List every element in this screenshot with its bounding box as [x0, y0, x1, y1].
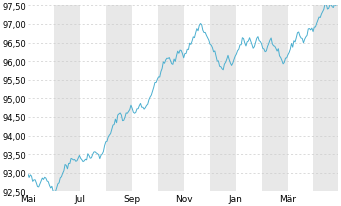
Bar: [236, 6, 262, 192]
Bar: [287, 6, 313, 192]
Bar: [210, 6, 236, 192]
Bar: [132, 6, 158, 192]
Bar: [80, 6, 106, 192]
Bar: [262, 6, 287, 192]
Bar: [106, 6, 132, 192]
Bar: [28, 6, 54, 192]
Bar: [313, 6, 339, 192]
Bar: [54, 6, 80, 192]
Bar: [158, 6, 184, 192]
Bar: [184, 6, 210, 192]
